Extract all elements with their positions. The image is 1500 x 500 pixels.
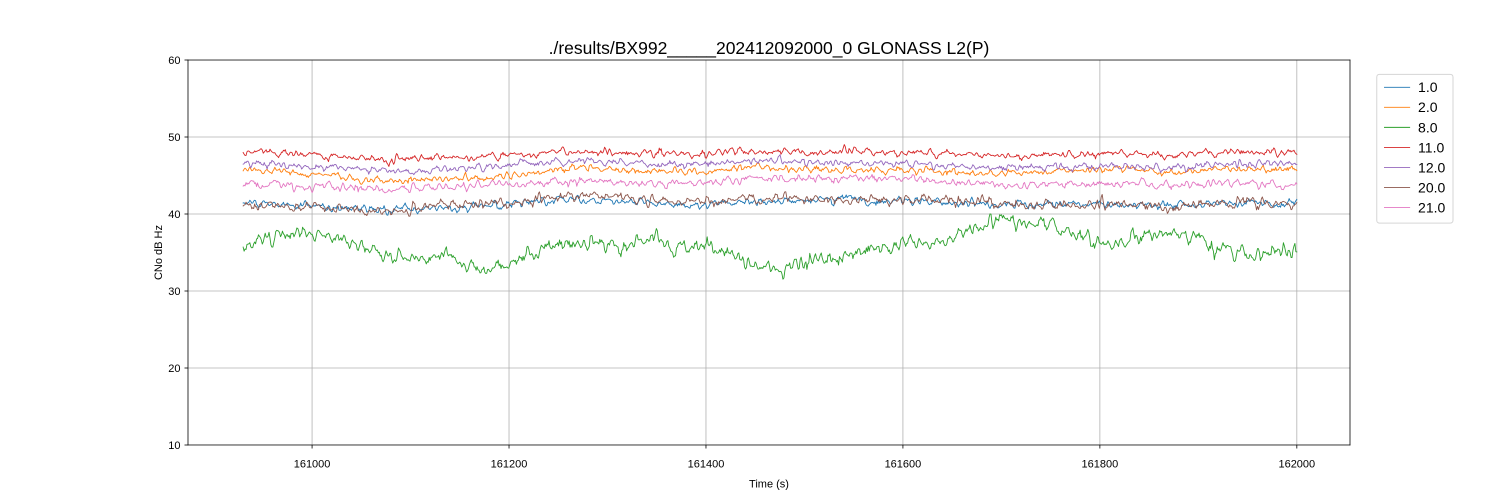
svg-text:20.0: 20.0 — [1418, 179, 1445, 195]
svg-text:Time (s): Time (s) — [749, 479, 789, 491]
svg-text:161200: 161200 — [491, 458, 528, 470]
svg-text:20: 20 — [168, 363, 180, 375]
svg-text:8.0: 8.0 — [1418, 119, 1438, 135]
svg-text:11.0: 11.0 — [1418, 139, 1444, 155]
svg-text:161800: 161800 — [1082, 458, 1119, 470]
svg-text:21.0: 21.0 — [1418, 199, 1445, 215]
svg-text:./results/BX992_____2024120920: ./results/BX992_____202412092000_0 GLONA… — [549, 38, 990, 59]
svg-text:162000: 162000 — [1278, 458, 1315, 470]
svg-text:161400: 161400 — [688, 458, 725, 470]
svg-text:30: 30 — [168, 286, 180, 298]
svg-text:161000: 161000 — [294, 458, 331, 470]
svg-text:10: 10 — [168, 440, 180, 452]
svg-text:161600: 161600 — [885, 458, 922, 470]
svg-text:1.0: 1.0 — [1418, 79, 1438, 95]
svg-text:40: 40 — [168, 209, 180, 221]
svg-text:50: 50 — [168, 132, 180, 144]
svg-text:CNo dB Hz: CNo dB Hz — [153, 225, 165, 280]
svg-text:12.0: 12.0 — [1418, 159, 1445, 175]
svg-text:60: 60 — [168, 55, 180, 67]
svg-text:2.0: 2.0 — [1418, 99, 1438, 115]
